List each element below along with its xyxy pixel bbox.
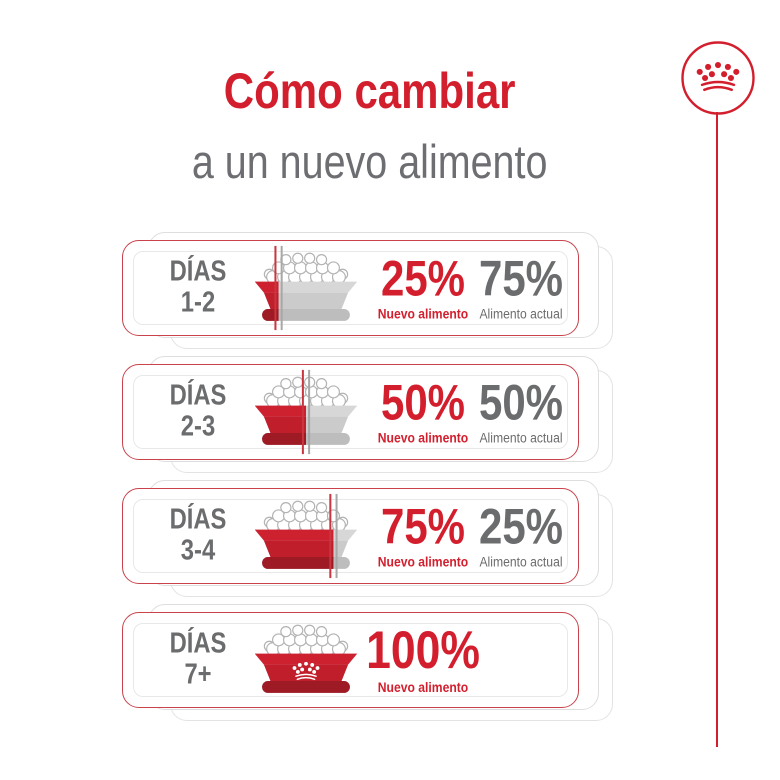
step-card: DÍAS 1-2 25% Nuevo alimento 75% <box>133 245 568 331</box>
dog-food-bowl-icon <box>254 493 358 579</box>
divider-gray-line <box>308 369 311 455</box>
divider-gray-line <box>335 493 338 579</box>
step-card: DÍAS 2-3 50% Nuevo alimento 50% <box>133 369 568 455</box>
divider-gray-line <box>280 245 283 331</box>
dog-food-bowl-icon <box>254 245 358 331</box>
bowl-red-part <box>254 405 306 445</box>
divider-red-line <box>301 369 304 455</box>
transition-step-row-days-7-plus: DÍAS 7+ 100% Nuevo alimento <box>122 604 613 721</box>
dog-food-bowl-icon <box>254 369 358 455</box>
days-label: DÍAS 3-4 <box>169 503 227 567</box>
new-food-percentage: 75% Nuevo alimento <box>377 498 469 570</box>
page-title: Cómo cambiar <box>224 63 516 119</box>
transition-steps: DÍAS 1-2 25% Nuevo alimento 75% <box>122 232 613 736</box>
divider-red-line <box>329 493 332 579</box>
days-label: DÍAS 1-2 <box>169 255 227 319</box>
royal-canin-crown-logo-icon <box>681 41 755 115</box>
divider-red-line <box>274 245 277 331</box>
current-food-percentage: 50% Alimento actual <box>478 374 564 446</box>
bowl-red-part <box>254 529 334 569</box>
page-subtitle: a un nuevo alimento <box>192 135 548 188</box>
step-card: DÍAS 7+ 100% Nuevo alimento <box>133 623 568 697</box>
new-food-percentage: 100% Nuevo alimento <box>366 621 480 696</box>
bowl-red-part <box>254 653 358 693</box>
transition-step-row-days-2-3: DÍAS 2-3 50% Nuevo alimento 50% <box>122 356 613 473</box>
new-food-percentage: 50% Nuevo alimento <box>377 374 469 446</box>
transition-step-row-days-3-4: DÍAS 3-4 75% Nuevo alimento 25% <box>122 480 613 597</box>
current-food-percentage: 75% Alimento actual <box>478 250 564 322</box>
current-food-percentage: 25% Alimento actual <box>478 498 564 570</box>
days-label: DÍAS 2-3 <box>169 379 227 443</box>
dog-food-bowl-icon <box>254 624 358 694</box>
step-card: DÍAS 3-4 75% Nuevo alimento 25% <box>133 493 568 579</box>
brand-vertical-line <box>716 112 718 747</box>
transition-step-row-days-1-2: DÍAS 1-2 25% Nuevo alimento 75% <box>122 232 613 349</box>
days-label: DÍAS 7+ <box>169 627 227 691</box>
new-food-percentage: 25% Nuevo alimento <box>377 250 469 322</box>
